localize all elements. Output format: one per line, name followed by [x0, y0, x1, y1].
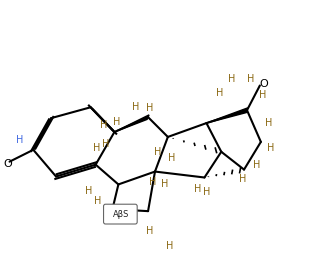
Text: H: H: [154, 147, 162, 157]
Text: H: H: [146, 226, 154, 236]
Text: H: H: [239, 174, 247, 184]
Text: H: H: [267, 143, 274, 153]
Text: H: H: [168, 153, 176, 163]
Polygon shape: [114, 115, 149, 132]
FancyBboxPatch shape: [104, 204, 137, 224]
Text: H: H: [265, 118, 273, 128]
Text: H: H: [149, 177, 157, 187]
Text: H: H: [93, 143, 100, 153]
Text: H: H: [100, 120, 107, 130]
Text: H: H: [102, 139, 109, 149]
Text: H: H: [113, 117, 120, 127]
Text: H: H: [216, 88, 223, 99]
Polygon shape: [108, 208, 114, 217]
Text: H: H: [161, 179, 169, 189]
Text: H: H: [194, 184, 201, 194]
Text: H: H: [166, 241, 174, 251]
Text: H: H: [146, 103, 154, 113]
Text: H: H: [259, 90, 267, 100]
Text: H: H: [132, 102, 139, 112]
Text: O: O: [260, 79, 268, 89]
Text: H: H: [94, 196, 101, 206]
Polygon shape: [206, 108, 248, 123]
Text: H: H: [247, 74, 255, 84]
Text: H: H: [16, 135, 23, 145]
Text: AβS: AβS: [113, 210, 129, 219]
Text: H: H: [203, 187, 210, 197]
Text: O: O: [3, 159, 12, 169]
Text: H: H: [253, 160, 260, 170]
Text: H: H: [228, 74, 236, 84]
Text: H: H: [85, 186, 92, 196]
